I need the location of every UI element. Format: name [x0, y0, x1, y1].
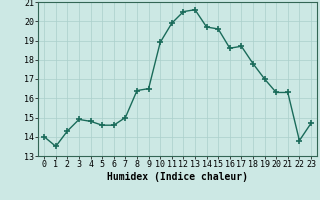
X-axis label: Humidex (Indice chaleur): Humidex (Indice chaleur): [107, 172, 248, 182]
